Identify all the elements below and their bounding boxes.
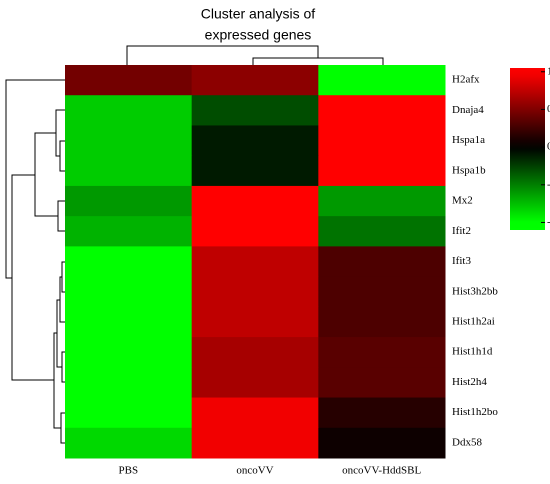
- heatmap-cell: [65, 216, 193, 247]
- heatmap-cell: [318, 367, 446, 399]
- heatmap-cell: [318, 155, 446, 187]
- heatmap-cell: [65, 65, 193, 96]
- heatmap-cell: [65, 155, 193, 187]
- heatmap-cell: [65, 306, 193, 338]
- color-bar: [510, 68, 545, 230]
- y-tick-label: Ifit2: [452, 225, 471, 237]
- x-tick-label: oncoVV-HddSBL: [342, 465, 421, 477]
- heatmap-cell: [65, 367, 193, 399]
- y-tick-label: Hist3h2bb: [452, 285, 498, 297]
- heatmap-cell: [191, 185, 319, 217]
- color-bar-tick-label: 1: [547, 65, 550, 77]
- x-tick-label: PBS: [119, 465, 139, 477]
- heatmap-cell: [318, 185, 446, 217]
- heatmap-cell: [191, 216, 319, 247]
- heatmap-cell: [65, 276, 193, 308]
- heatmap-cell: [191, 125, 319, 157]
- row-dendrogram: [5, 79, 65, 444]
- y-tick-label: Dnaja4: [452, 104, 484, 116]
- y-tick-label: Hist2h4: [452, 376, 487, 388]
- heatmap-cell: [65, 185, 193, 217]
- heatmap-cell: [318, 397, 446, 429]
- heatmap-cell: [318, 427, 446, 459]
- heatmap-cell: [191, 397, 319, 429]
- column-dendrogram: [126, 45, 384, 65]
- color-bar-tick-label: 0: [547, 141, 550, 153]
- heatmap-cell: [191, 65, 319, 96]
- y-tick-label: Hspa1b: [452, 164, 486, 176]
- heatmap-cell: [191, 367, 319, 399]
- heatmap-cell: [318, 125, 446, 157]
- heatmap-cell: [65, 125, 193, 157]
- color-bar-tick-label: -1: [547, 216, 550, 228]
- heatmap-cell: [191, 337, 319, 368]
- chart-title: Cluster analysis of: [201, 6, 315, 22]
- y-tick-label: H2afx: [452, 74, 480, 86]
- x-tick-label: oncoVV: [236, 465, 273, 477]
- heatmap-cell: [318, 337, 446, 368]
- heatmap-cell: [191, 95, 319, 126]
- y-tick-label: Ddx58: [452, 436, 482, 448]
- heatmap-cell: [191, 427, 319, 459]
- heatmap-cell: [318, 306, 446, 338]
- y-tick-label: Hist1h2ai: [452, 315, 495, 327]
- y-tick-label: Ifit3: [452, 255, 471, 267]
- heatmap-cell: [191, 276, 319, 308]
- heatmap-cell: [65, 95, 193, 126]
- y-tick-label: Hist1h1d: [452, 346, 493, 358]
- y-tick-label: Hspa1a: [452, 134, 485, 146]
- heatmap-cell: [65, 397, 193, 429]
- heatmap-cell: [65, 427, 193, 459]
- heatmap-cell: [318, 276, 446, 308]
- y-tick-label: Hist1h2bo: [452, 406, 498, 418]
- heatmap-cell: [318, 246, 446, 278]
- color-bar-tick-label: 0.5: [547, 103, 550, 115]
- heatmap-cell: [318, 95, 446, 126]
- heatmap-cell: [191, 155, 319, 187]
- heatmap-cell: [65, 246, 193, 278]
- heatmap-cell: [318, 65, 446, 96]
- heatmap-cell: [191, 306, 319, 338]
- chart-title: expressed genes: [205, 27, 312, 43]
- y-tick-label: Mx2: [452, 195, 473, 207]
- heatmap-cell: [318, 216, 446, 247]
- heatmap-cell: [65, 337, 193, 368]
- heatmap-cell: [191, 246, 319, 278]
- color-bar-tick-label: -0.5: [547, 178, 550, 190]
